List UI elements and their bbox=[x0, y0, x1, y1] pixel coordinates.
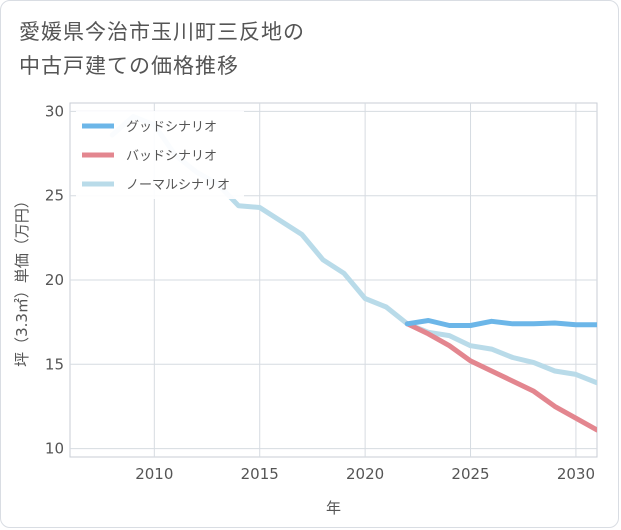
y-tick-label-25: 25 bbox=[45, 187, 64, 205]
x-axis-title: 年 bbox=[326, 499, 341, 517]
x-tick-label-2025: 2025 bbox=[451, 465, 489, 483]
y-axis-title: 坪（3.3㎡）単価（万円） bbox=[13, 193, 31, 367]
y-tick-label-30: 30 bbox=[45, 102, 64, 120]
series-line-bad bbox=[404, 321, 597, 433]
y-tick-label-20: 20 bbox=[45, 271, 64, 289]
axes: 2010 2015 2020 2025 20301015202530年坪（3.3㎡）単価… bbox=[13, 102, 595, 517]
x-tick-label-2030: 2030 bbox=[557, 465, 595, 483]
grid bbox=[69, 102, 598, 458]
chart-title-line-1: 愛媛県今治市玉川町三反地の bbox=[19, 20, 305, 44]
chart-title-line-2: 中古戸建ての価格推移 bbox=[19, 54, 239, 78]
x-tick-label-2020: 2020 bbox=[346, 465, 384, 483]
legend-label-good: グッドシナリオ bbox=[126, 120, 217, 135]
series-line-good bbox=[404, 318, 597, 328]
x-tick-label-2015: 2015 bbox=[241, 465, 279, 483]
legend-label-bad: バッドシナリオ bbox=[126, 149, 217, 164]
chart-title: 愛媛県今治市玉川町三反地の 中古戸建ての価格推移 bbox=[19, 15, 305, 83]
y-tick-label-15: 15 bbox=[45, 355, 64, 373]
x-tick-label-2010: 2010 bbox=[135, 465, 173, 483]
legend-label-normal: ノーマルシナリオ bbox=[126, 178, 230, 193]
y-tick-label-10: 10 bbox=[45, 440, 64, 458]
